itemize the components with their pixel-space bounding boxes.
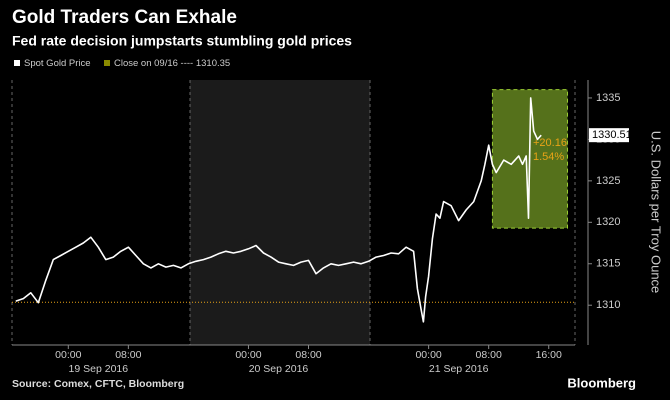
y-tick-label: 1310 (596, 299, 620, 311)
day-shading (190, 80, 370, 345)
x-tick-label: 08:00 (476, 349, 502, 361)
legend-swatch (104, 60, 110, 66)
x-tick-label: 08:00 (295, 349, 321, 361)
chart-subtitle: Fed rate decision jumpstarts stumbling g… (12, 33, 352, 49)
annotation: 1.54% (533, 151, 564, 163)
chart-title: Gold Traders Can Exhale (12, 7, 237, 28)
legend-swatch (14, 60, 20, 66)
price-line (15, 97, 542, 323)
x-tick-label: 00:00 (55, 349, 81, 361)
x-tick-label: 00:00 (235, 349, 261, 361)
y-axis-label: U.S. Dollars per Troy Ounce (649, 131, 664, 294)
source: Source: Comex, CFTC, Bloomberg (12, 378, 184, 390)
date-label: 20 Sep 2016 (249, 363, 309, 375)
date-label: 19 Sep 2016 (69, 363, 129, 375)
y-tick-label: 1320 (596, 216, 620, 228)
legend-label: Close on 09/16 ---- 1310.35 (114, 58, 230, 69)
date-label: 21 Sep 2016 (429, 363, 489, 375)
x-tick-label: 16:00 (536, 349, 562, 361)
brand: Bloomberg (567, 375, 636, 390)
x-tick-label: 00:00 (415, 349, 441, 361)
y-tick-label: 1335 (596, 92, 620, 104)
last-value-box (589, 128, 629, 143)
last-value-label: 1330.51 (592, 129, 632, 141)
y-tick-label: 1315 (596, 258, 620, 270)
annotation: +20.16 (533, 137, 567, 149)
legend-label: Spot Gold Price (24, 58, 91, 69)
y-tick-label: 1325 (596, 175, 620, 187)
x-tick-label: 08:00 (115, 349, 141, 361)
